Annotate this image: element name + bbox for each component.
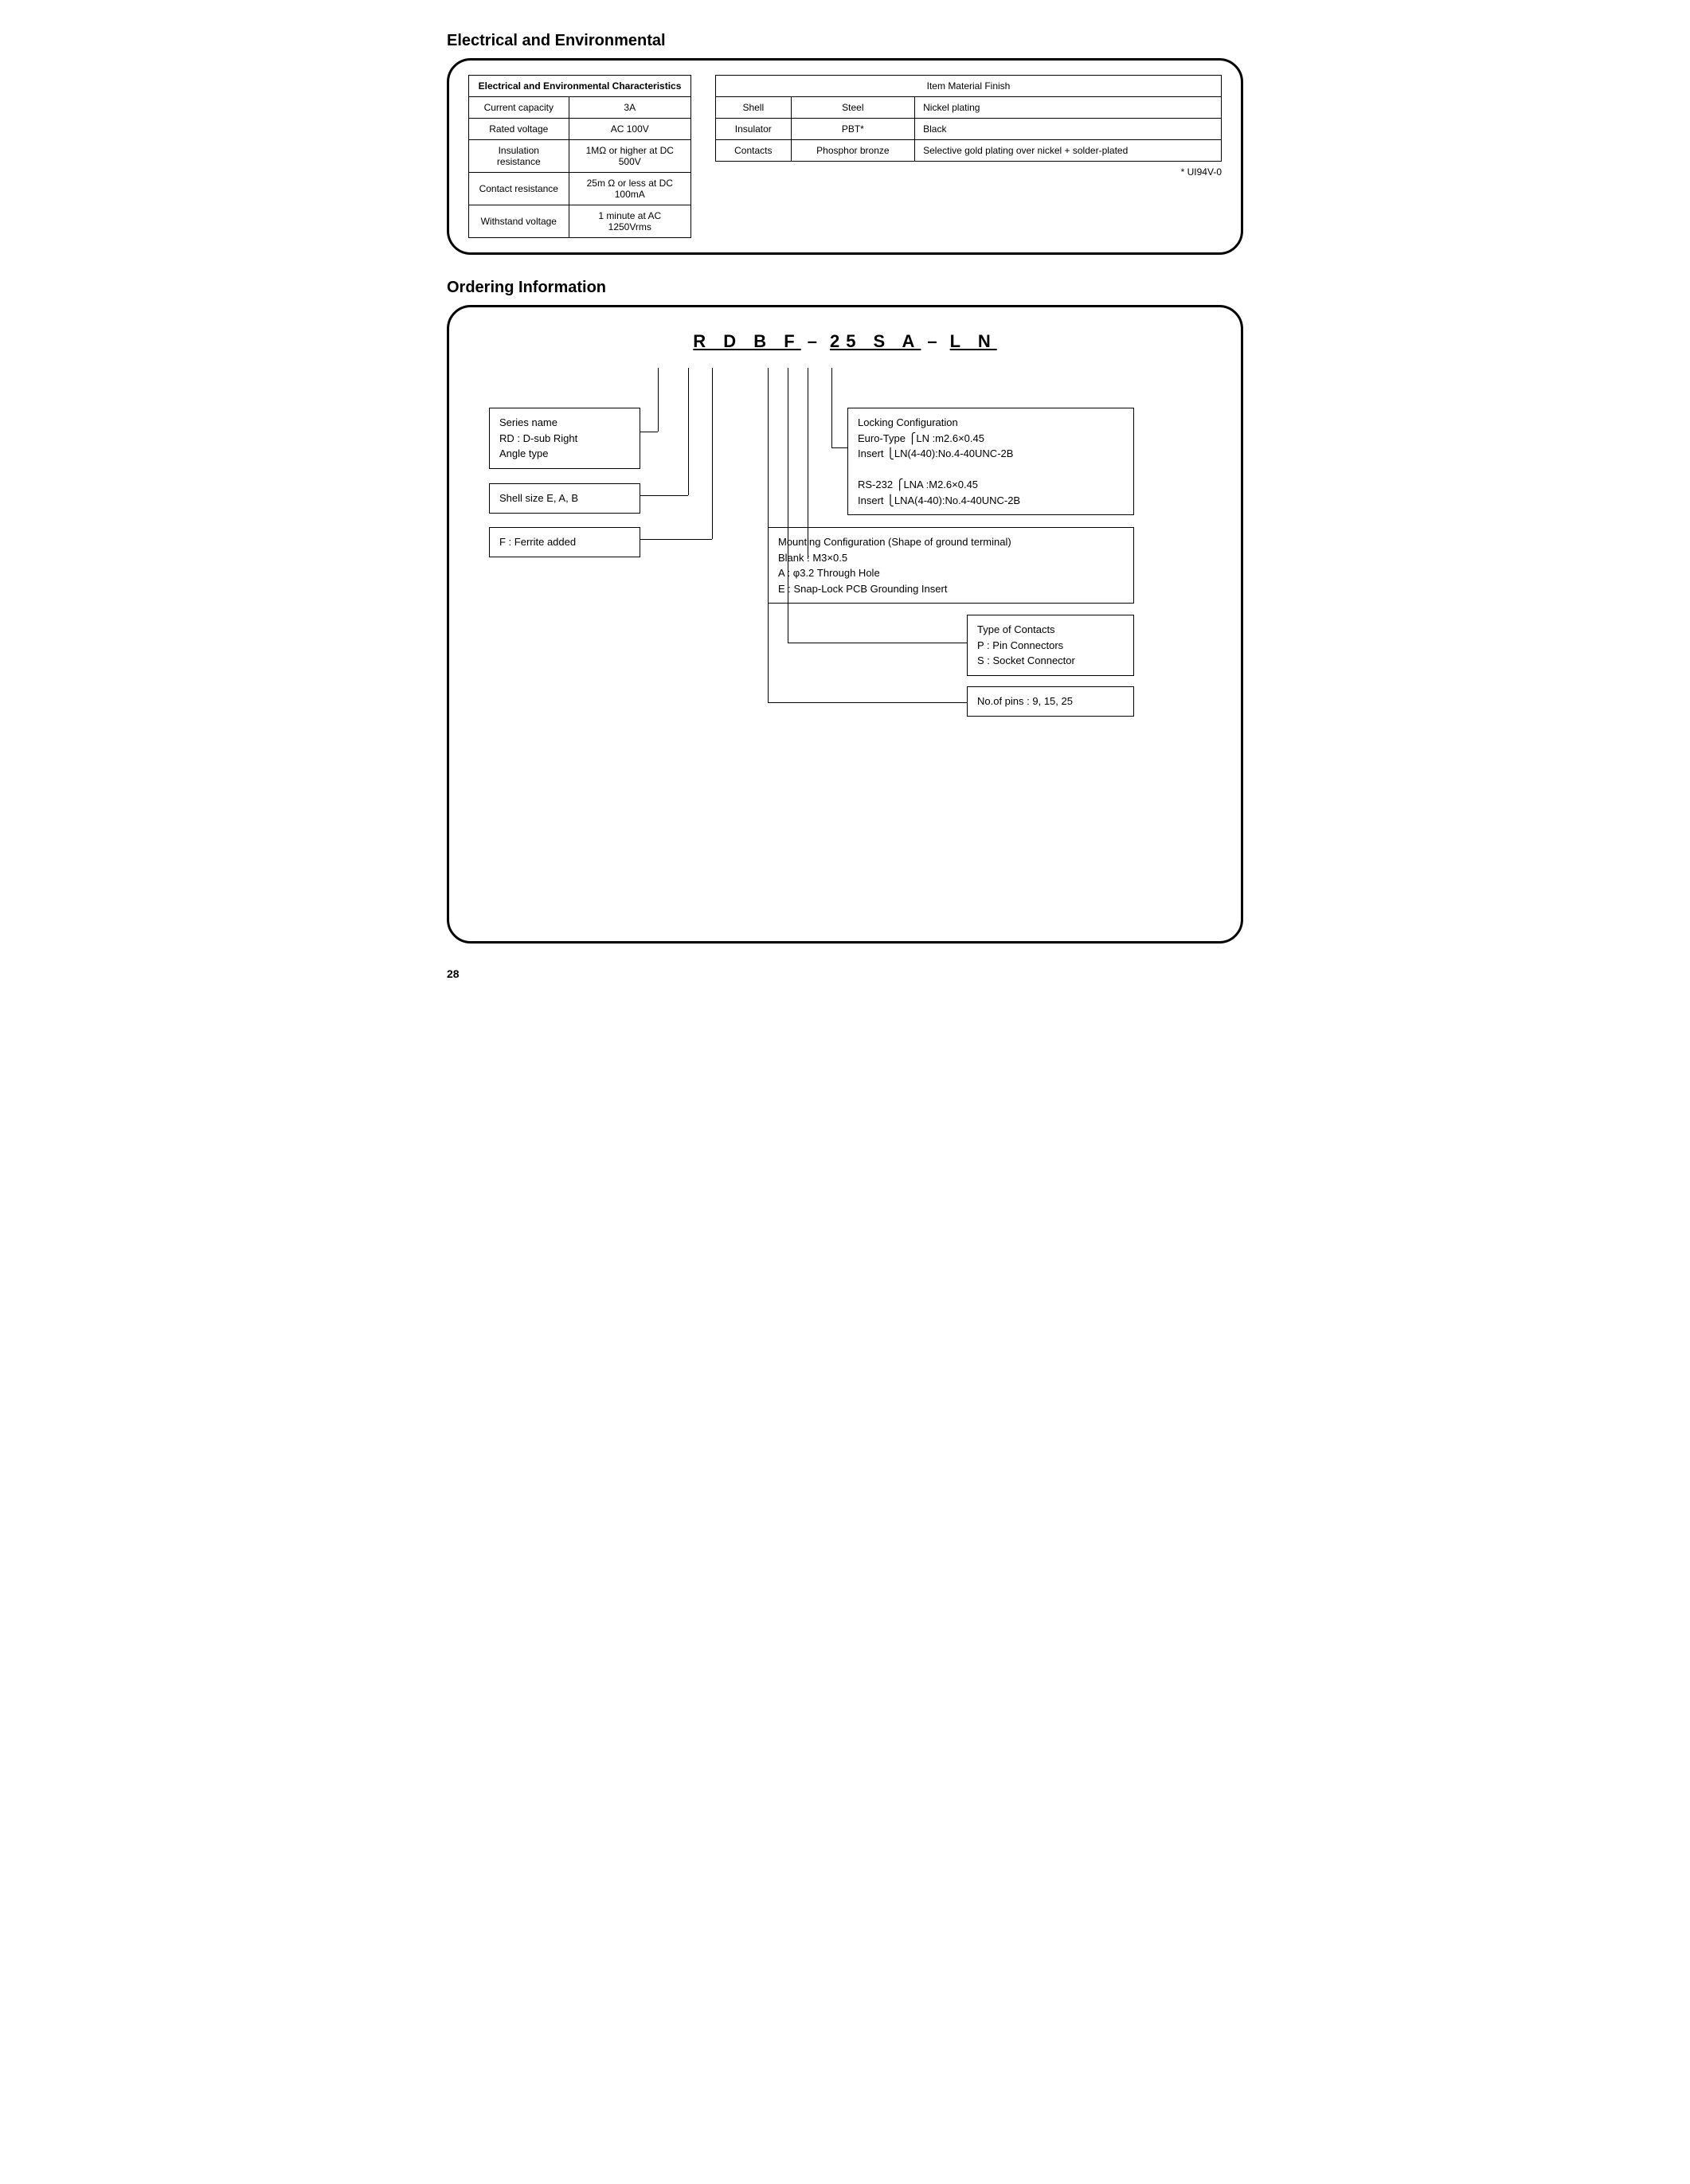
- pins-box: No.of pins : 9, 15, 25: [967, 686, 1134, 717]
- table-row: Rated voltageAC 100V: [469, 119, 691, 140]
- table-row: Contact resistance25m Ω or less at DC 10…: [469, 173, 691, 205]
- table-row: Current capacity3A: [469, 97, 691, 119]
- contacts-box: Type of Contacts P : Pin Connectors S : …: [967, 615, 1134, 676]
- code-sep: –: [927, 331, 943, 352]
- mounting-box: Mounting Configuration (Shape of ground …: [768, 527, 1134, 604]
- shell-box: Shell size E, A, B: [489, 483, 640, 514]
- material-table: Item Material Finish ShellSteelNickel pl…: [715, 75, 1222, 162]
- series-box: Series name RD : D-sub Right Angle type: [489, 408, 640, 469]
- electrical-section: Electrical and Environmental Characteris…: [447, 58, 1243, 255]
- locking-box: Locking Configuration Euro-Type ⎧LN :m2.…: [847, 408, 1134, 515]
- ordering-section: R D B F – 25 S A – L N Series name RD : …: [447, 305, 1243, 944]
- part-code: R D B F – 25 S A – L N: [473, 331, 1217, 352]
- code-series: R D B F: [693, 331, 800, 352]
- elec-table-title: Electrical and Environmental Characteris…: [469, 76, 691, 97]
- code-mid: 25 S A: [830, 331, 921, 352]
- ferrite-box: F : Ferrite added: [489, 527, 640, 557]
- code-sep: –: [808, 331, 823, 352]
- table-row: InsulatorPBT*Black: [716, 119, 1222, 140]
- table-row: ShellSteelNickel plating: [716, 97, 1222, 119]
- code-end: L N: [950, 331, 997, 352]
- electrical-table: Electrical and Environmental Characteris…: [468, 75, 691, 238]
- mat-table-title: Item Material Finish: [716, 76, 1222, 97]
- page-number: 28: [447, 967, 1243, 980]
- material-note: * UI94V-0: [715, 166, 1222, 178]
- ordering-diagram: Series name RD : D-sub Right Angle type …: [473, 368, 1217, 782]
- table-row: Insulation resistance1MΩ or higher at DC…: [469, 140, 691, 173]
- table-row: ContactsPhosphor bronzeSelective gold pl…: [716, 140, 1222, 162]
- table-row: Withstand voltage1 minute at AC 1250Vrms: [469, 205, 691, 238]
- electrical-heading: Electrical and Environmental: [447, 32, 1243, 50]
- ordering-heading: Ordering Information: [447, 279, 1243, 297]
